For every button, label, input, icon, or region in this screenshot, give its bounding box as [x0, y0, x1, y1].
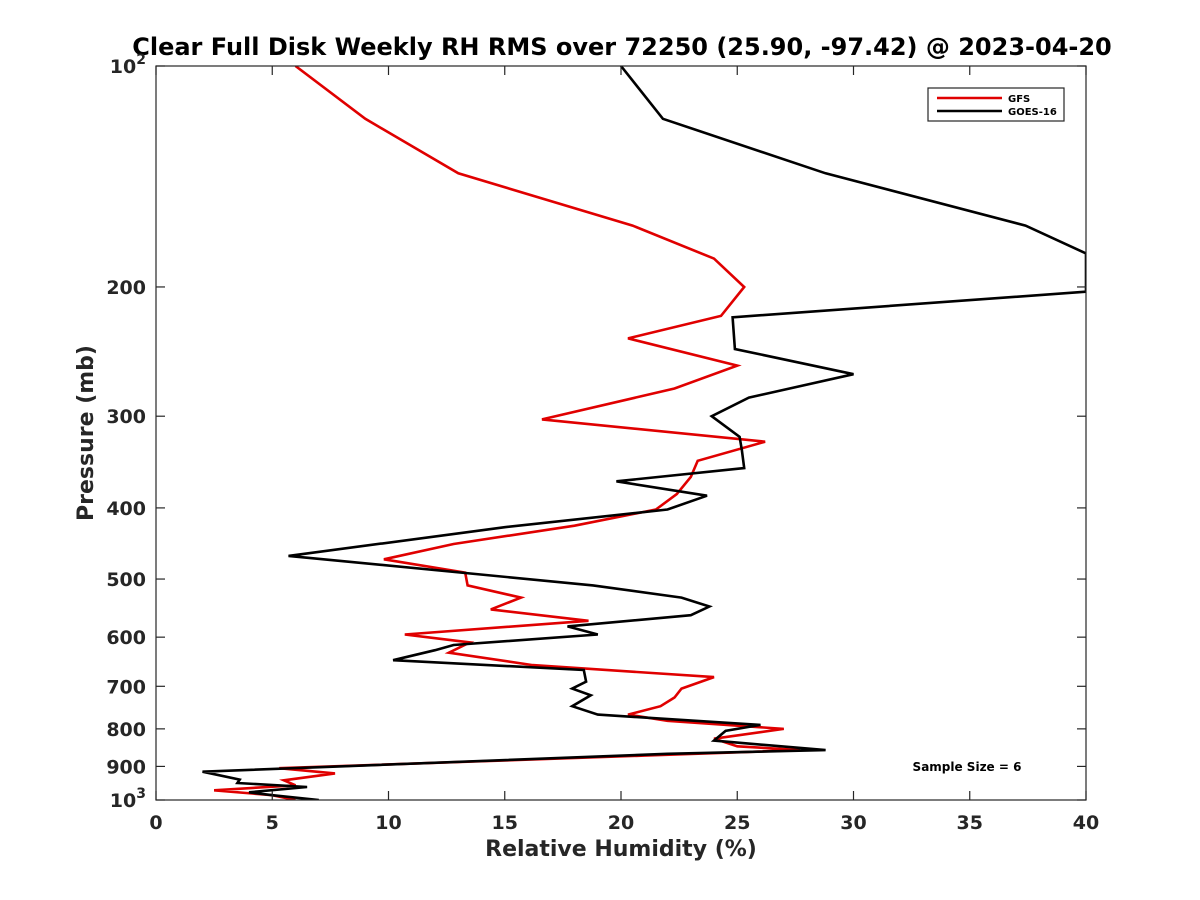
- y-tick-label: 700: [106, 676, 146, 698]
- legend-label-goes16: GOES-16: [1008, 107, 1057, 118]
- y-tick-label: 200: [106, 277, 146, 299]
- y-tick-label: 800: [106, 719, 146, 741]
- x-tick-label: 30: [840, 812, 866, 834]
- x-tick-label: 25: [724, 812, 750, 834]
- x-tick-label: 5: [266, 812, 279, 834]
- y-tick-label: 300: [106, 406, 146, 428]
- chart-title: Clear Full Disk Weekly RH RMS over 72250…: [132, 33, 1112, 61]
- sample-size-annotation: Sample Size = 6: [913, 760, 1022, 774]
- legend-label-gfs: GFS: [1008, 94, 1030, 105]
- x-tick-label: 20: [608, 812, 634, 834]
- x-axis-ticks: 0 5 10 15 20 25 30 35 40: [149, 66, 1099, 834]
- y-tick-label: 600: [106, 627, 146, 649]
- x-tick-label: 0: [149, 812, 162, 834]
- legend-box: [927, 87, 1065, 122]
- y-tick-label: 500: [106, 569, 146, 591]
- x-tick-label: 35: [957, 812, 983, 834]
- x-axis-label: Relative Humidity (%): [485, 837, 757, 862]
- y-tick-label: 103: [110, 786, 146, 812]
- series-line-goes16: [202, 66, 1086, 800]
- series-layer: [202, 66, 1086, 800]
- x-tick-label: 10: [375, 812, 401, 834]
- plot-area: 0 5 10 15 20 25 30 35 40 102 200 300 400 500 600 700 80…: [106, 52, 1099, 834]
- y-tick-label: 102: [110, 52, 146, 78]
- y-tick-label: 900: [106, 756, 146, 778]
- y-axis-label: Pressure (mb): [74, 345, 99, 521]
- x-tick-label: 40: [1073, 812, 1099, 834]
- y-tick-label: 400: [106, 498, 146, 520]
- y-axis-ticks: 102 200 300 400 500 600 700 800 900 103: [106, 52, 1086, 812]
- legend: GFS GOES-16: [927, 87, 1065, 122]
- x-tick-label: 15: [492, 812, 518, 834]
